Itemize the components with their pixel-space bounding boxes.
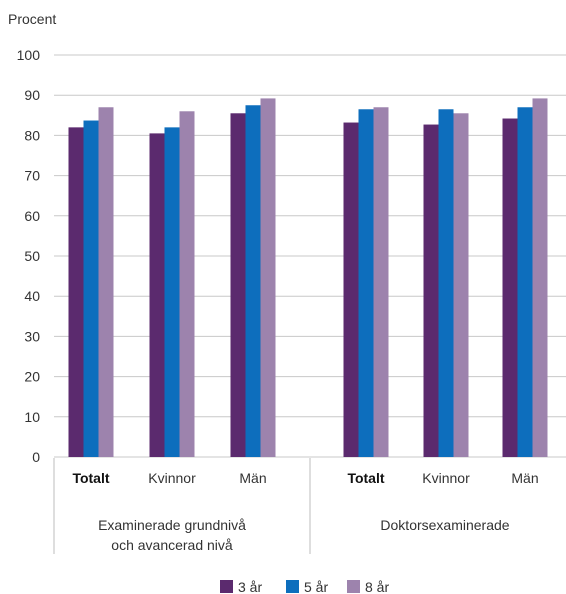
group-label: Examinerade grundnivå [98, 517, 246, 533]
x-tick-label: Kvinnor [422, 470, 470, 486]
legend-swatch [220, 580, 233, 593]
bar [373, 107, 389, 457]
bar [164, 127, 180, 458]
y-tick-label: 40 [24, 288, 40, 304]
y-tick-labels: 0 10 20 30 40 50 60 70 80 90 100 [17, 47, 41, 465]
y-tick-label: 50 [24, 248, 40, 264]
group-label: och avancerad nivå [111, 537, 233, 553]
y-tick-label: 20 [24, 369, 40, 385]
legend-swatch [347, 580, 360, 593]
legend-label: 8 år [365, 579, 389, 594]
y-tick-label: 70 [24, 168, 40, 184]
legend-label: 5 år [304, 579, 328, 594]
bar [502, 118, 518, 458]
legend-label: 3 år [238, 579, 262, 594]
y-tick-label: 90 [24, 87, 40, 103]
bar [438, 109, 454, 458]
x-tick-label: Män [511, 470, 538, 486]
bar [149, 133, 165, 457]
bars [68, 98, 548, 458]
bar [230, 113, 246, 457]
y-tick-label: 30 [24, 328, 40, 344]
y-tick-label: 80 [24, 127, 40, 143]
gridlines [54, 54, 566, 458]
bar [453, 113, 469, 457]
y-axis-title: Procent [8, 11, 56, 27]
legend: 3 år 5 år 8 år [220, 579, 389, 594]
legend-swatch [286, 580, 299, 593]
bar [423, 124, 439, 458]
y-tick-label: 0 [32, 449, 40, 465]
bar [517, 107, 533, 457]
bar [260, 98, 276, 457]
x-tick-label: Kvinnor [148, 470, 196, 486]
x-axis: Totalt Kvinnor Män Totalt Kvinnor Män Examiner… [53, 458, 539, 554]
y-tick-label: 100 [17, 47, 41, 63]
x-tick-label: Totalt [72, 470, 109, 486]
bar [343, 122, 359, 457]
x-tick-label: Män [239, 470, 266, 486]
bar [83, 120, 99, 457]
bar [179, 111, 195, 457]
bar [68, 127, 84, 458]
y-tick-label: 10 [24, 409, 40, 425]
bar [532, 98, 548, 457]
bar [358, 109, 374, 458]
bar [98, 107, 114, 457]
group-label: Doktorsexaminerade [380, 517, 509, 533]
x-tick-label: Totalt [347, 470, 384, 486]
bar [245, 105, 261, 457]
y-tick-label: 60 [24, 208, 40, 224]
